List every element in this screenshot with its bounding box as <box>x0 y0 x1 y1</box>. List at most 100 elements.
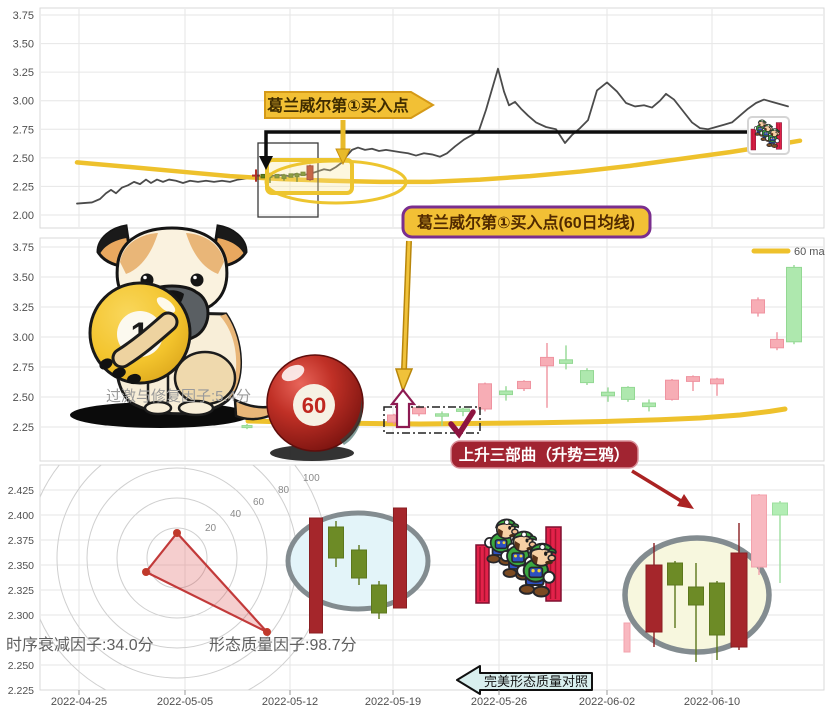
ball-60-highlight <box>281 364 305 382</box>
price-line-top <box>76 67 789 205</box>
candle-body <box>621 386 635 400</box>
candle-body <box>601 391 615 397</box>
candle-body <box>294 173 300 178</box>
date-label: 2022-05-19 <box>365 696 421 708</box>
y-tick-label: 3.75 <box>13 242 34 254</box>
mini-pattern-icon <box>747 116 790 155</box>
candle-body <box>645 564 663 633</box>
banner2-box <box>401 205 652 239</box>
red-arrow-shaft <box>631 469 687 506</box>
y-tick-label: 3.75 <box>13 10 34 22</box>
candle-body <box>517 380 531 390</box>
y-tick-label: 2.25 <box>13 181 34 193</box>
candle-body <box>328 526 344 559</box>
panel-top <box>39 7 825 229</box>
candle-body <box>393 507 407 609</box>
ma60-line-top <box>74 138 803 185</box>
y-tick-label: 2.375 <box>8 535 34 547</box>
dog-eye-patch-left <box>120 233 158 274</box>
banner2-arrow-shaft <box>402 240 411 371</box>
candle-body <box>772 502 788 516</box>
y-tick-label: 3.50 <box>13 272 34 284</box>
billiard-ball-60: 60 <box>266 354 364 461</box>
legend-ma60: 60 ma <box>751 246 825 258</box>
y-tick-label: 2.50 <box>13 392 34 404</box>
radar-tick-label: 100 <box>303 473 320 484</box>
ball-1-highlight <box>156 297 176 313</box>
ball-60-number: 60 <box>302 393 326 418</box>
black-down-arrow-icon <box>259 156 273 170</box>
y-tick-label: 2.350 <box>8 560 34 572</box>
reference-black-line <box>264 130 747 158</box>
banner2-label: 葛兰威尔第①买入点(60日均线) <box>417 213 635 232</box>
radar-vertex-dot <box>173 529 181 537</box>
candle-body <box>274 173 280 179</box>
candle-body <box>580 370 594 384</box>
pattern-dashdot-rect <box>383 406 481 434</box>
three-crows-box <box>450 440 639 469</box>
y-tick-label: 2.00 <box>13 210 34 222</box>
candle-body <box>478 383 492 410</box>
radar-tick-label: 20 <box>205 523 217 534</box>
radar-circle <box>116 497 238 619</box>
dog-eye-patch-right <box>186 233 224 274</box>
dog-toe-2 <box>112 367 126 379</box>
dog-toe-1 <box>99 358 113 370</box>
date-label: 2022-06-10 <box>684 696 740 708</box>
ball-60-teal-shade <box>340 398 363 445</box>
candle-body <box>371 584 387 614</box>
y-tick-label: 3.00 <box>13 96 34 108</box>
candle-body <box>623 622 631 653</box>
date-label: 2022-05-26 <box>471 696 527 708</box>
candle-body <box>751 299 765 314</box>
ball-60-shadow <box>270 445 354 461</box>
radar-tick-label: 80 <box>278 485 290 496</box>
radar-tick-label: 40 <box>230 509 242 520</box>
dog-eye-right-glint <box>193 275 197 280</box>
candle-body <box>665 379 679 400</box>
banner2-arrowhead-icon <box>394 368 414 394</box>
dog-eye-left-glint <box>143 275 147 280</box>
candle-body <box>309 517 323 634</box>
candle-body <box>241 425 253 429</box>
banner1-label: 葛兰威尔第①买入点 <box>267 96 409 115</box>
checkmark-icon <box>448 409 476 439</box>
banner1-ribbon <box>264 91 435 119</box>
y-tick-label: 2.75 <box>13 124 34 136</box>
candle-body <box>306 165 314 181</box>
y-tick-label: 2.300 <box>8 610 34 622</box>
factor-decay-label: 时序衰减因子:34.0分 <box>6 636 154 654</box>
candle-body <box>412 407 426 415</box>
candle-body <box>667 562 683 586</box>
candle-body <box>786 266 802 343</box>
dog-arm <box>114 314 176 366</box>
y-tick-label: 3.50 <box>13 39 34 51</box>
axis-labels-layer: 20 40 60 80 100 3.75 3.50 3.25 3.00 2.75 2.50 2.25 2… <box>8 10 740 708</box>
y-tick-label: 3.25 <box>13 67 34 79</box>
y-tick-label: 2.25 <box>13 422 34 434</box>
candle-body <box>351 549 367 579</box>
dog-toe-3 <box>127 373 141 385</box>
y-tick-label: 2.425 <box>8 485 34 497</box>
radar-vertex-dot <box>263 628 271 636</box>
dog-eye-right <box>190 273 204 287</box>
up-block-arrow-icon <box>389 388 417 429</box>
dog-ear-right-tip <box>217 226 246 254</box>
y-tick-label: 2.75 <box>13 362 34 374</box>
ball-60-circle <box>293 384 335 426</box>
y-tick-label: 2.325 <box>8 585 34 597</box>
candle-body <box>260 173 266 179</box>
buy-point-yellow-ellipse <box>264 159 408 205</box>
y-tick-label: 3.25 <box>13 302 34 314</box>
date-label: 2022-04-25 <box>51 696 107 708</box>
y-tick-label: 2.225 <box>8 685 34 697</box>
date-label: 2022-06-02 <box>579 696 635 708</box>
candle-body <box>709 582 725 636</box>
buy-point-yellow-rect <box>265 158 354 195</box>
y-tick-label: 2.50 <box>13 153 34 165</box>
candle-body <box>435 413 449 417</box>
dog-hind-paw <box>177 399 215 417</box>
candle-body <box>540 356 554 367</box>
